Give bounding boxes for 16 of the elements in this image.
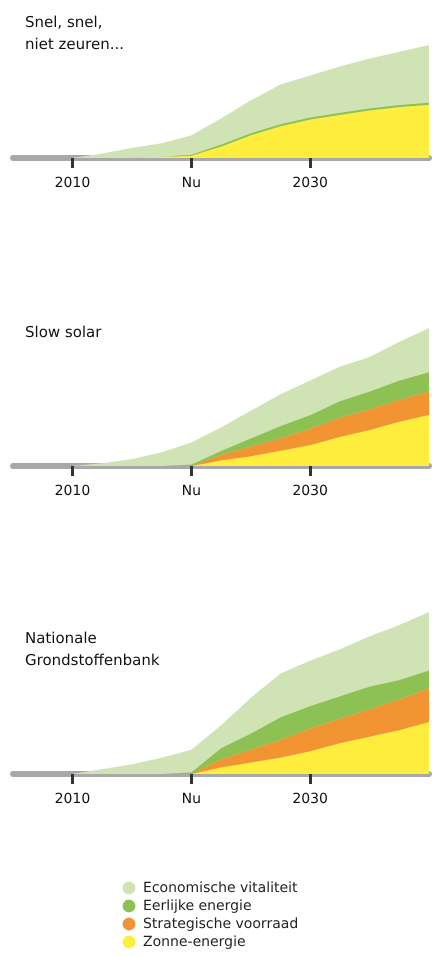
legend-label: Zonne-energie (143, 934, 246, 950)
legend-label: Eerlijke energie (143, 898, 252, 914)
x-tick-label: 2010 (54, 175, 90, 191)
legend-label: Strategische voorraad (143, 916, 298, 932)
chart-title: Snel, snel, niet zeuren... (25, 13, 124, 53)
legend-label: Economische vitaliteit (143, 880, 298, 896)
text: Nationale Grondstoffenbank (25, 629, 160, 669)
x-tick-label: Nu (182, 175, 201, 191)
x-tick-label: 2030 (292, 791, 328, 807)
x-tick-label: 2010 (54, 791, 90, 807)
x-tick-label: Nu (182, 791, 201, 807)
x-tick-label: 2030 (292, 175, 328, 191)
chart-title: Slow solar (25, 323, 102, 341)
x-tick-label: Nu (182, 483, 201, 499)
x-tick-label: 2030 (292, 483, 328, 499)
x-tick-label: 2010 (54, 483, 90, 499)
